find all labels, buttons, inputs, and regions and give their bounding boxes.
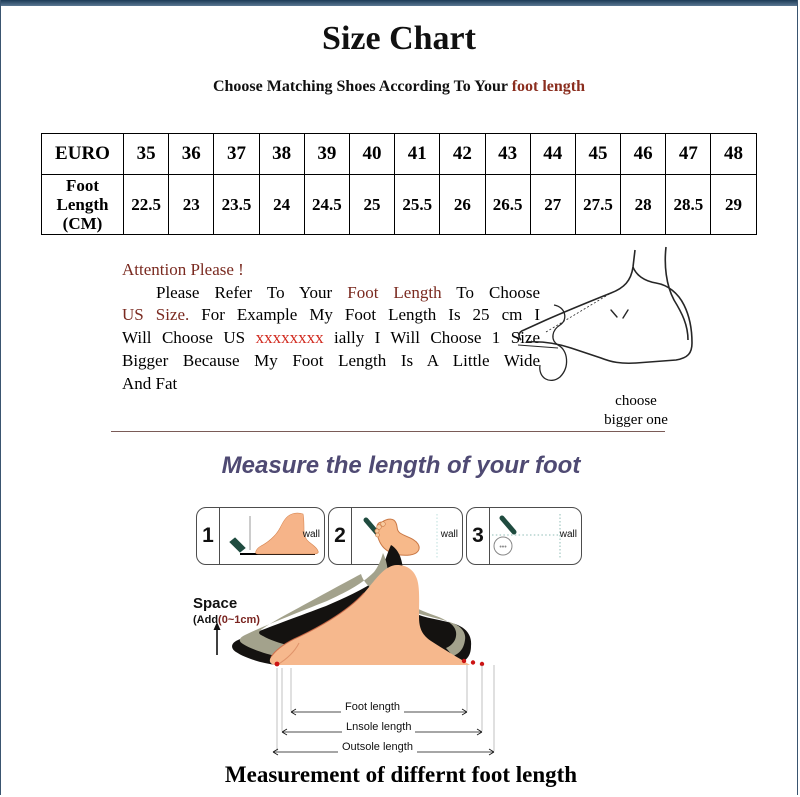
svg-text:•••: ••• <box>499 544 507 551</box>
